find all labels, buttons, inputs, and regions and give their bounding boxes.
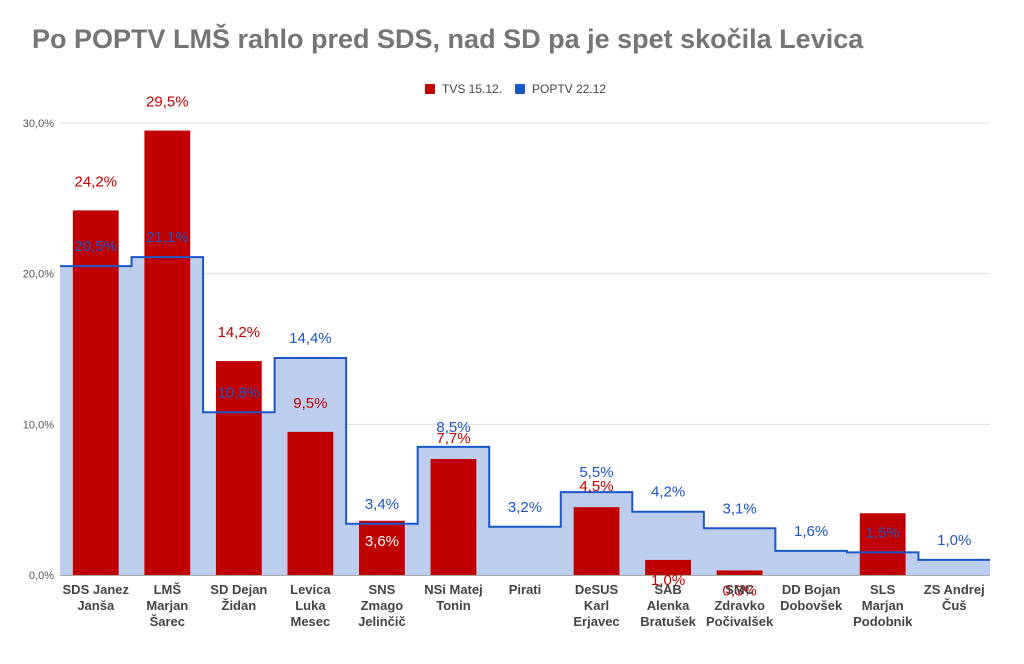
x-tick-label: Šarec <box>150 614 185 629</box>
poptv-data-label: 1,5% <box>866 524 900 541</box>
poptv-data-label: 3,1% <box>723 500 757 517</box>
x-tick-label: Marjan <box>862 598 904 613</box>
x-tick-label: Zdravko <box>714 598 765 613</box>
poptv-data-label: 21,1% <box>146 229 189 246</box>
tvs-bar <box>215 361 262 575</box>
tvs-bar <box>716 570 763 575</box>
x-tick-label: SLS <box>870 582 896 597</box>
poptv-data-label: 8,5% <box>436 419 470 436</box>
x-tick-label: NSi Matej <box>424 582 483 597</box>
x-tick-label: SNS <box>369 582 396 597</box>
x-tick-label: ZS Andrej <box>924 582 985 597</box>
poptv-data-label: 1,0% <box>937 532 971 549</box>
poptv-data-label: 5,5% <box>579 464 613 481</box>
x-tick-label: Janša <box>77 598 115 613</box>
x-tick-label: LMŠ <box>154 582 182 597</box>
legend-swatch-tvs <box>425 84 435 94</box>
legend-label-tvs: TVS 15.12. <box>442 82 502 96</box>
poptv-data-label: 10,8% <box>218 384 261 401</box>
x-tick-label: DD Bojan <box>782 582 841 597</box>
y-tick-label: 0,0% <box>29 570 54 582</box>
tvs-bar <box>287 431 334 575</box>
tvs-data-label: 14,2% <box>218 324 261 341</box>
tvs-bar <box>430 458 477 575</box>
legend-label-poptv: POPTV 22.12 <box>532 82 606 96</box>
x-tick-label: SMC <box>725 582 755 597</box>
tvs-bar <box>859 513 906 575</box>
x-tick-label: Čuš <box>942 598 967 613</box>
x-tick-label: Alenka <box>647 598 690 613</box>
poptv-data-label: 20,5% <box>74 238 117 255</box>
x-tick-label: Levica <box>290 582 331 597</box>
poptv-step-line <box>60 256 990 561</box>
tvs-bar <box>573 507 620 575</box>
tvs-bar <box>359 520 405 575</box>
chart-title: Po POPTV LMŠ rahlo pred SDS, nad SD pa j… <box>32 24 864 54</box>
x-tick-label: Karl <box>584 598 609 613</box>
x-tick-label: DeSUS <box>575 582 619 597</box>
poptv-data-label: 3,2% <box>508 499 542 516</box>
y-tick-label: 10,0% <box>23 419 54 431</box>
x-tick-label: Jelinčič <box>358 614 406 629</box>
x-tick-label: Mesec <box>291 614 331 629</box>
x-tick-label: Počivalšek <box>706 614 774 629</box>
tvs-bar <box>72 210 119 576</box>
x-tick-label: Erjavec <box>573 614 619 629</box>
poptv-data-label: 14,4% <box>289 330 332 347</box>
tvs-data-label: 24,2% <box>74 173 117 190</box>
x-tick-label: SD Dejan <box>210 582 267 597</box>
poptv-data-label: 4,2% <box>651 484 685 501</box>
tvs-data-label: 1,0% <box>651 572 685 589</box>
poptv-data-label: 1,6% <box>794 523 828 540</box>
tvs-bar <box>645 559 691 575</box>
tvs-data-label: 29,5% <box>146 94 189 111</box>
tvs-data-label: 7,7% <box>436 430 470 447</box>
y-tick-label: 20,0% <box>23 269 54 281</box>
x-tick-label: Dobovšek <box>780 598 843 613</box>
x-tick-label: Bratušek <box>640 614 696 629</box>
x-tick-label: Pirati <box>509 582 542 597</box>
tvs-data-label: 3,6% <box>365 533 399 550</box>
x-tick-label: Marjan <box>146 598 188 613</box>
x-tick-label: Luka <box>295 598 326 613</box>
y-tick-label: 30,0% <box>23 118 54 130</box>
tvs-data-label: 0,3% <box>723 582 757 599</box>
x-tick-label: Zmago <box>361 598 404 613</box>
tvs-bar <box>144 130 191 576</box>
x-tick-label: Podobnik <box>853 614 913 629</box>
tvs-data-label: 4,5% <box>579 478 613 495</box>
x-tick-label: SDS Janez <box>63 582 130 597</box>
x-tick-label: Židan <box>222 598 257 613</box>
x-tick-label: SAB <box>654 582 681 597</box>
x-tick-label: Tonin <box>436 598 470 613</box>
tvs-data-label: 9,5% <box>293 395 327 412</box>
poptv-data-label: 3,4% <box>365 496 399 513</box>
legend-swatch-poptv <box>515 84 525 94</box>
